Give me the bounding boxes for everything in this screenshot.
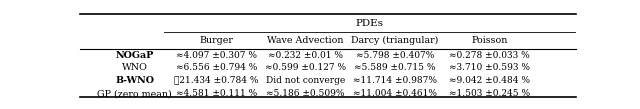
Text: Wave Advection: Wave Advection: [268, 36, 344, 45]
Text: B-WNO: B-WNO: [115, 76, 154, 85]
Text: ⒆21.434 ±0.784 %: ⒆21.434 ±0.784 %: [174, 76, 259, 85]
Text: ≈4.581 ±0.111 %: ≈4.581 ±0.111 %: [176, 89, 257, 98]
Text: ≈1.503 ±0.245 %: ≈1.503 ±0.245 %: [449, 89, 530, 98]
Text: Darcy (triangular): Darcy (triangular): [351, 36, 438, 45]
Text: NOGaP: NOGaP: [115, 51, 154, 60]
Text: ≈5.798 ±0.407%: ≈5.798 ±0.407%: [356, 51, 434, 60]
Text: ≈4.097 ±0.307 %: ≈4.097 ±0.307 %: [176, 51, 257, 60]
Text: ≈6.556 ±0.794 %: ≈6.556 ±0.794 %: [176, 63, 257, 72]
Text: ≈11.714 ±0.987%: ≈11.714 ±0.987%: [353, 76, 437, 85]
Text: ≈11.004 ±0.461%: ≈11.004 ±0.461%: [353, 89, 437, 98]
Text: Did not converge: Did not converge: [266, 76, 346, 85]
Text: ≈9.042 ±0.484 %: ≈9.042 ±0.484 %: [449, 76, 530, 85]
Text: ≈0.232 ±0.01 %: ≈0.232 ±0.01 %: [268, 51, 343, 60]
Text: ≈0.278 ±0.033 %: ≈0.278 ±0.033 %: [449, 51, 529, 60]
Text: ≈0.599 ±0.127 %: ≈0.599 ±0.127 %: [265, 63, 346, 72]
Text: GP (zero mean): GP (zero mean): [97, 89, 172, 98]
Text: WNO: WNO: [122, 63, 147, 72]
Text: PDEs: PDEs: [356, 20, 383, 28]
Text: Poisson: Poisson: [471, 36, 508, 45]
Text: Burger: Burger: [200, 36, 234, 45]
Text: ≈5.186 ±0.509%: ≈5.186 ±0.509%: [266, 89, 345, 98]
Text: ≈5.589 ±0.715 %: ≈5.589 ±0.715 %: [354, 63, 436, 72]
Text: ≈3.710 ±0.593 %: ≈3.710 ±0.593 %: [449, 63, 530, 72]
